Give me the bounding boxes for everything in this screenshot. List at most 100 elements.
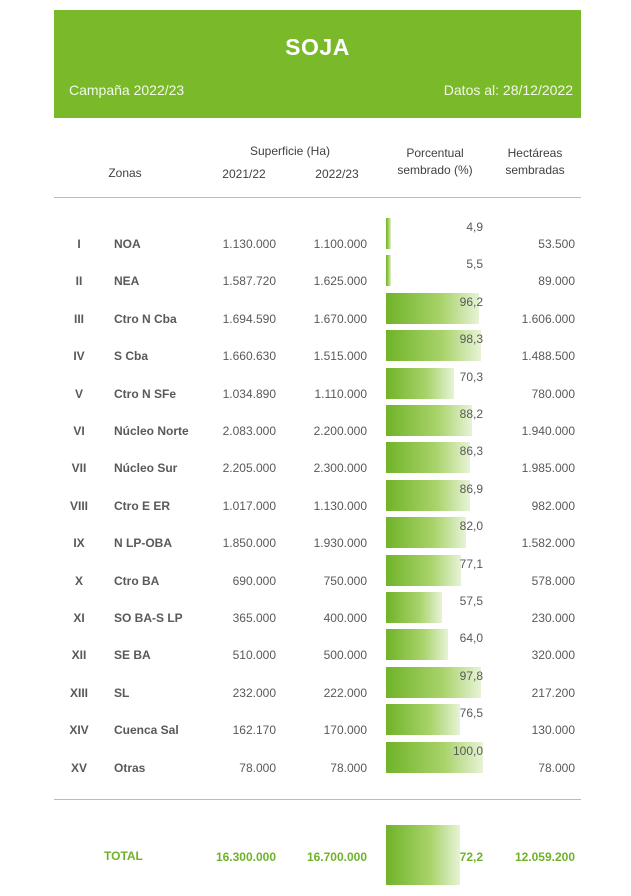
zone-number: V bbox=[74, 386, 83, 401]
percent-bar bbox=[386, 292, 480, 324]
zone-number: VI bbox=[73, 424, 85, 438]
percent-sown: 86,9 bbox=[459, 481, 483, 496]
surface-2021-22: 1.694.590 bbox=[222, 311, 276, 326]
percent-header-line2: sembrado (%) bbox=[397, 163, 473, 177]
hectares-sown: 89.000 bbox=[538, 274, 575, 289]
hectares-sown: 78.000 bbox=[538, 760, 575, 775]
surface-2022-23: 1.130.000 bbox=[313, 498, 367, 513]
percent-sown: 86,3 bbox=[459, 444, 483, 459]
hectares-header-line2: sembradas bbox=[505, 163, 565, 177]
hectares-sown: 217.200 bbox=[531, 685, 575, 700]
report-title: SOJA bbox=[285, 34, 350, 60]
zone-number: VIII bbox=[69, 498, 88, 513]
zone-number: XI bbox=[73, 611, 85, 625]
zone-number: III bbox=[73, 311, 84, 326]
surface-2021-22: 510.000 bbox=[232, 648, 276, 663]
hectares-sown: 780.000 bbox=[531, 386, 575, 401]
zone-number: VII bbox=[71, 461, 87, 476]
surface-2022-23: 1.100.000 bbox=[313, 237, 367, 251]
zone-name: Núcleo Norte bbox=[114, 424, 189, 438]
surface-2021-22: 1.850.000 bbox=[222, 536, 276, 551]
zone-name: Ctro E ER bbox=[114, 498, 171, 513]
percent-bar bbox=[386, 666, 481, 698]
total-divider bbox=[54, 799, 581, 800]
year2-header: 2022/23 bbox=[315, 167, 359, 181]
percent-bar bbox=[386, 741, 483, 773]
total-label: TOTAL bbox=[104, 849, 143, 863]
percent-sown: 70,3 bbox=[459, 369, 483, 384]
hectares-sown: 1.985.000 bbox=[521, 461, 575, 476]
percent-bar bbox=[386, 592, 442, 623]
percent-bar bbox=[386, 704, 461, 736]
hectares-sown: 578.000 bbox=[531, 573, 575, 588]
surface-2022-23: 1.670.000 bbox=[313, 311, 367, 326]
surface-2022-23: 500.000 bbox=[323, 648, 367, 663]
percent-bar bbox=[386, 554, 461, 586]
surface-2021-22: 1.130.000 bbox=[222, 237, 276, 251]
surface-2021-22: 365.000 bbox=[232, 611, 276, 625]
zone-name: NEA bbox=[114, 274, 140, 289]
percent-sown: 57,5 bbox=[459, 594, 483, 608]
surface-2021-22: 1.587.720 bbox=[222, 274, 276, 289]
percent-sown: 98,3 bbox=[459, 332, 483, 347]
percent-sown: 4,9 bbox=[466, 220, 483, 234]
percent-header: Porcentual sembrado (%) bbox=[380, 145, 490, 179]
report-header: SOJA Campaña 2022/23 Datos al: 28/12/202… bbox=[54, 10, 581, 118]
percent-sown: 97,8 bbox=[459, 668, 483, 683]
surface-2022-23: 2.200.000 bbox=[313, 424, 367, 438]
percent-sown: 77,1 bbox=[459, 556, 483, 571]
zone-number: IV bbox=[73, 349, 85, 364]
percent-sown: 82,0 bbox=[459, 519, 483, 534]
zone-name: NOA bbox=[114, 237, 141, 251]
zones-header: Zonas bbox=[108, 166, 142, 180]
surface-2022-23: 750.000 bbox=[323, 573, 367, 588]
percent-bar bbox=[386, 517, 466, 549]
total-2021-22: 16.300.000 bbox=[215, 850, 276, 864]
zone-name: SL bbox=[114, 685, 130, 700]
surface-2021-22: 2.083.000 bbox=[222, 424, 276, 438]
surface-2021-22: 232.000 bbox=[232, 685, 276, 700]
zone-number: XV bbox=[70, 760, 87, 775]
hectares-header: Hectáreas sembradas bbox=[495, 145, 575, 179]
zone-name: Ctro N SFe bbox=[114, 386, 177, 401]
percent-bar bbox=[386, 405, 472, 436]
total-2022-23: 16.700.000 bbox=[306, 850, 367, 864]
zone-name: Otras bbox=[114, 760, 146, 775]
hectares-sown: 53.500 bbox=[538, 237, 575, 251]
zone-name: Ctro BA bbox=[114, 573, 160, 588]
surface-2022-23: 1.515.000 bbox=[313, 349, 367, 364]
hectares-sown: 130.000 bbox=[531, 723, 575, 738]
year1-header: 2021/22 bbox=[222, 167, 266, 181]
surface-2022-23: 1.930.000 bbox=[313, 536, 367, 551]
percent-sown: 96,2 bbox=[459, 294, 483, 309]
surface-2021-22: 78.000 bbox=[239, 760, 276, 775]
zone-number: X bbox=[74, 573, 83, 588]
percent-sown: 88,2 bbox=[459, 407, 483, 421]
hectares-header-line1: Hectáreas bbox=[507, 146, 563, 160]
surface-2022-23: 1.625.000 bbox=[313, 274, 367, 289]
zone-number: I bbox=[77, 237, 81, 251]
surface-2021-22: 2.205.000 bbox=[222, 461, 276, 476]
zone-name: SO BA-S LP bbox=[114, 611, 183, 625]
percent-sown: 64,0 bbox=[459, 631, 483, 646]
percent-header-line1: Porcentual bbox=[406, 146, 464, 160]
surface-2021-22: 1.017.000 bbox=[222, 498, 276, 513]
surface-2022-23: 78.000 bbox=[330, 760, 367, 775]
percent-bar bbox=[386, 255, 392, 287]
zone-number: IX bbox=[73, 536, 85, 551]
campaign-label: Campaña 2022/23 bbox=[69, 82, 185, 98]
percent-bar bbox=[386, 367, 455, 399]
zone-name: SE BA bbox=[114, 648, 151, 663]
surface-2022-23: 2.300.000 bbox=[313, 461, 367, 476]
surface-2021-22: 1.660.630 bbox=[222, 349, 276, 364]
surface-2021-22: 1.034.890 bbox=[222, 386, 276, 401]
zone-name: Núcleo Sur bbox=[114, 461, 178, 476]
percent-bar bbox=[386, 330, 482, 362]
percent-sown: 76,5 bbox=[459, 706, 483, 721]
percent-sown: 5,5 bbox=[466, 257, 483, 272]
hectares-sown: 230.000 bbox=[531, 611, 575, 625]
zone-name: S Cba bbox=[114, 349, 149, 364]
percent-bar bbox=[386, 629, 449, 661]
zone-number: XII bbox=[71, 648, 87, 663]
zone-number: XIII bbox=[69, 685, 88, 700]
